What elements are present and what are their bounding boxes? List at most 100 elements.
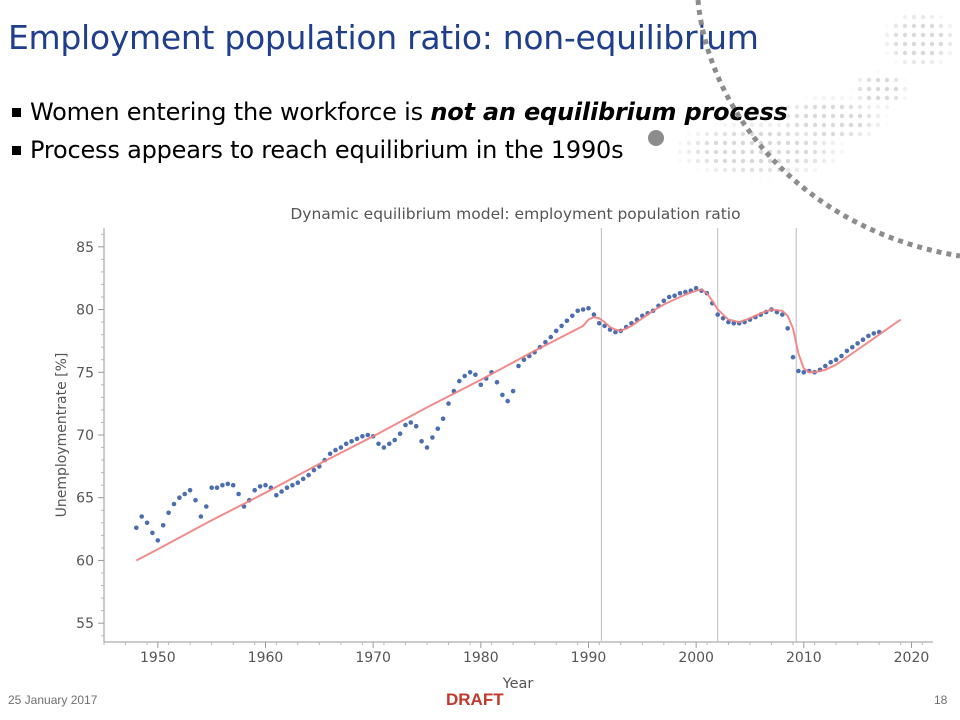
data-point: [553, 328, 559, 334]
data-point: [435, 426, 441, 432]
data-point: [290, 482, 295, 488]
data-point: [306, 472, 311, 478]
x-tick-label: 1960: [248, 650, 284, 666]
data-point: [284, 485, 290, 491]
data-point: [780, 312, 785, 317]
bullet-item: Women entering the workforce is not an e…: [10, 96, 788, 134]
data-point: [392, 437, 398, 443]
data-point: [214, 485, 220, 491]
data-point: [467, 370, 473, 375]
data-point: [160, 523, 166, 528]
data-point: [279, 489, 284, 494]
x-tick-label: 1950: [140, 650, 176, 666]
y-tick-label: 80: [76, 303, 94, 319]
slide-title: Employment population ratio: non-equilib…: [8, 18, 759, 57]
data-point: [381, 445, 387, 450]
model-line: [135, 288, 902, 562]
x-axis-label: Year: [502, 676, 534, 692]
data-point: [855, 341, 860, 346]
data-point: [844, 348, 850, 354]
data-point: [559, 323, 564, 329]
data-point: [338, 445, 344, 450]
data-point: [343, 441, 349, 447]
data-point: [349, 439, 354, 444]
x-tick-label: 2010: [786, 650, 822, 666]
data-point: [839, 353, 844, 359]
data-point: [457, 378, 462, 384]
data-point: [365, 432, 371, 438]
footer-draft-label: DRAFT: [446, 690, 504, 709]
data-point: [693, 285, 699, 291]
bullet-text: Women entering the workforce is: [30, 98, 431, 126]
data-point: [187, 487, 193, 493]
data-point: [677, 290, 683, 296]
data-point: [860, 337, 866, 343]
data-point: [144, 520, 150, 526]
data-point: [360, 434, 365, 439]
data-point: [209, 485, 214, 491]
data-point: [715, 312, 720, 317]
chart-title: Dynamic equilibrium model: employment po…: [290, 205, 740, 223]
data-point: [300, 476, 306, 482]
data-point: [204, 504, 209, 509]
data-point: [177, 495, 182, 501]
data-point: [263, 482, 268, 488]
data-point: [311, 467, 317, 473]
data-point: [672, 293, 677, 299]
data-point: [274, 492, 279, 498]
bullet-square-icon: [12, 146, 21, 155]
data-point: [397, 431, 403, 437]
data-point: [171, 501, 177, 507]
data-point: [510, 388, 516, 394]
bullet-square-icon: [12, 108, 21, 117]
data-point: [500, 392, 505, 398]
data-point: [230, 482, 236, 488]
x-tick-label: 2020: [894, 650, 930, 666]
y-tick-label: 60: [76, 553, 94, 569]
y-axis-label: Unemploymentrate [%]: [54, 353, 70, 518]
data-point: [591, 312, 597, 317]
data-point: [225, 481, 231, 487]
y-tick-label: 70: [76, 428, 94, 444]
data-point: [440, 416, 446, 422]
data-point: [586, 306, 591, 311]
data-point: [796, 368, 801, 374]
data-point: [785, 326, 790, 331]
data-point: [564, 318, 570, 324]
data-point: [473, 372, 478, 378]
data-point: [257, 484, 263, 489]
data-point: [823, 363, 828, 369]
x-tick-label: 1980: [463, 650, 499, 666]
data-point: [516, 363, 521, 369]
data-point: [387, 441, 392, 447]
data-point: [666, 294, 672, 300]
data-point: [731, 321, 737, 326]
decorative-dot-grid: [677, 14, 953, 182]
data-point: [166, 510, 171, 516]
data-point: [548, 334, 554, 340]
data-point: [602, 323, 607, 329]
data-point: [252, 487, 257, 493]
data-point: [850, 344, 855, 350]
data-point: [446, 401, 451, 406]
bullet-list: Women entering the workforce is not an e…: [10, 96, 788, 172]
data-point: [494, 380, 500, 385]
data-point: [580, 307, 586, 312]
data-point: [333, 447, 338, 453]
data-point: [505, 398, 511, 404]
data-point: [182, 491, 187, 497]
decorative-arc-knob: [648, 130, 664, 146]
data-point: [376, 441, 381, 447]
data-point: [134, 525, 139, 531]
data-point: [236, 491, 241, 497]
data-point: [570, 313, 575, 319]
y-tick-label: 65: [76, 491, 94, 507]
bullet-item: Process appears to reach equilibrium in …: [10, 134, 788, 172]
data-point: [596, 321, 602, 326]
data-point: [403, 422, 408, 428]
data-point: [801, 370, 807, 375]
decorative-world-map-graphic: [648, 0, 960, 259]
data-point: [613, 329, 618, 335]
data-point: [833, 357, 839, 363]
